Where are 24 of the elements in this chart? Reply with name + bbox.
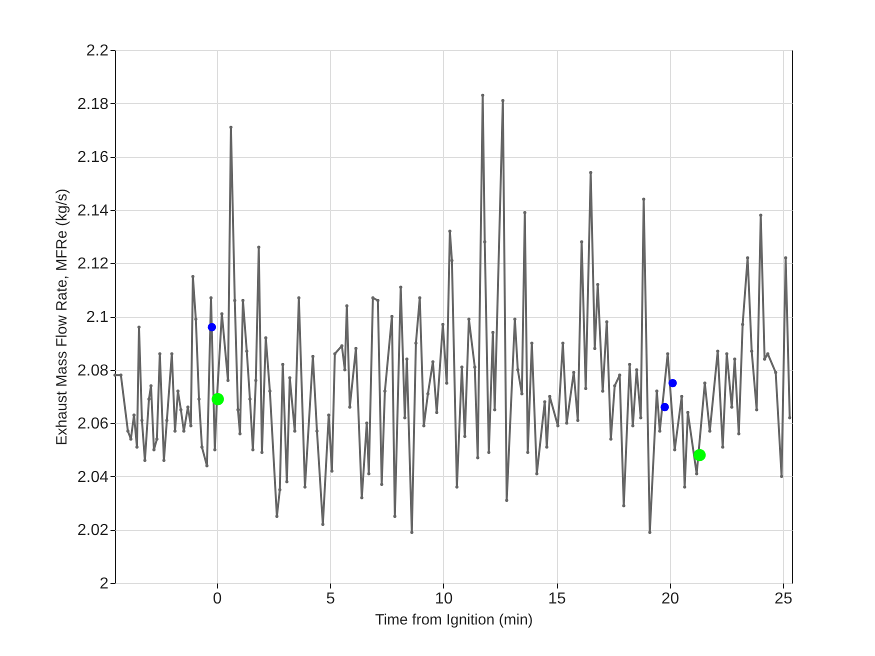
y-tick-label: 2.04 [77,468,109,486]
point [208,322,216,332]
y-tick-label: 2 [100,576,109,592]
y-tick-label: 2.14 [77,202,109,220]
y-tick-label: 2.2 [86,42,109,60]
x-tick-label: 25 [774,590,792,608]
x-tick-label: 10 [434,590,453,608]
point [693,448,706,462]
y-tick-label: 2.18 [77,96,109,113]
x-axis-title: Time from Ignition (min) [375,612,533,628]
x-tick-label: 5 [326,590,336,608]
y-axis-title: Exhaust Mass Flow Rate, MFRe (kg/s) [53,188,70,446]
y-tick-label: 2.02 [77,522,109,540]
x-tick-label: 0 [212,590,222,608]
y-tick-label: 2.1 [86,309,109,326]
x-tick-label: 20 [661,590,680,608]
y-tick-label: 2.06 [77,416,109,433]
y-tick-label: 2.16 [77,149,109,166]
point [212,393,224,406]
y-tick-label: 2.08 [77,362,109,380]
x-tick-label: 15 [548,590,566,608]
y-tick-label: 2.12 [77,256,109,273]
point [668,378,677,388]
point [660,402,669,412]
